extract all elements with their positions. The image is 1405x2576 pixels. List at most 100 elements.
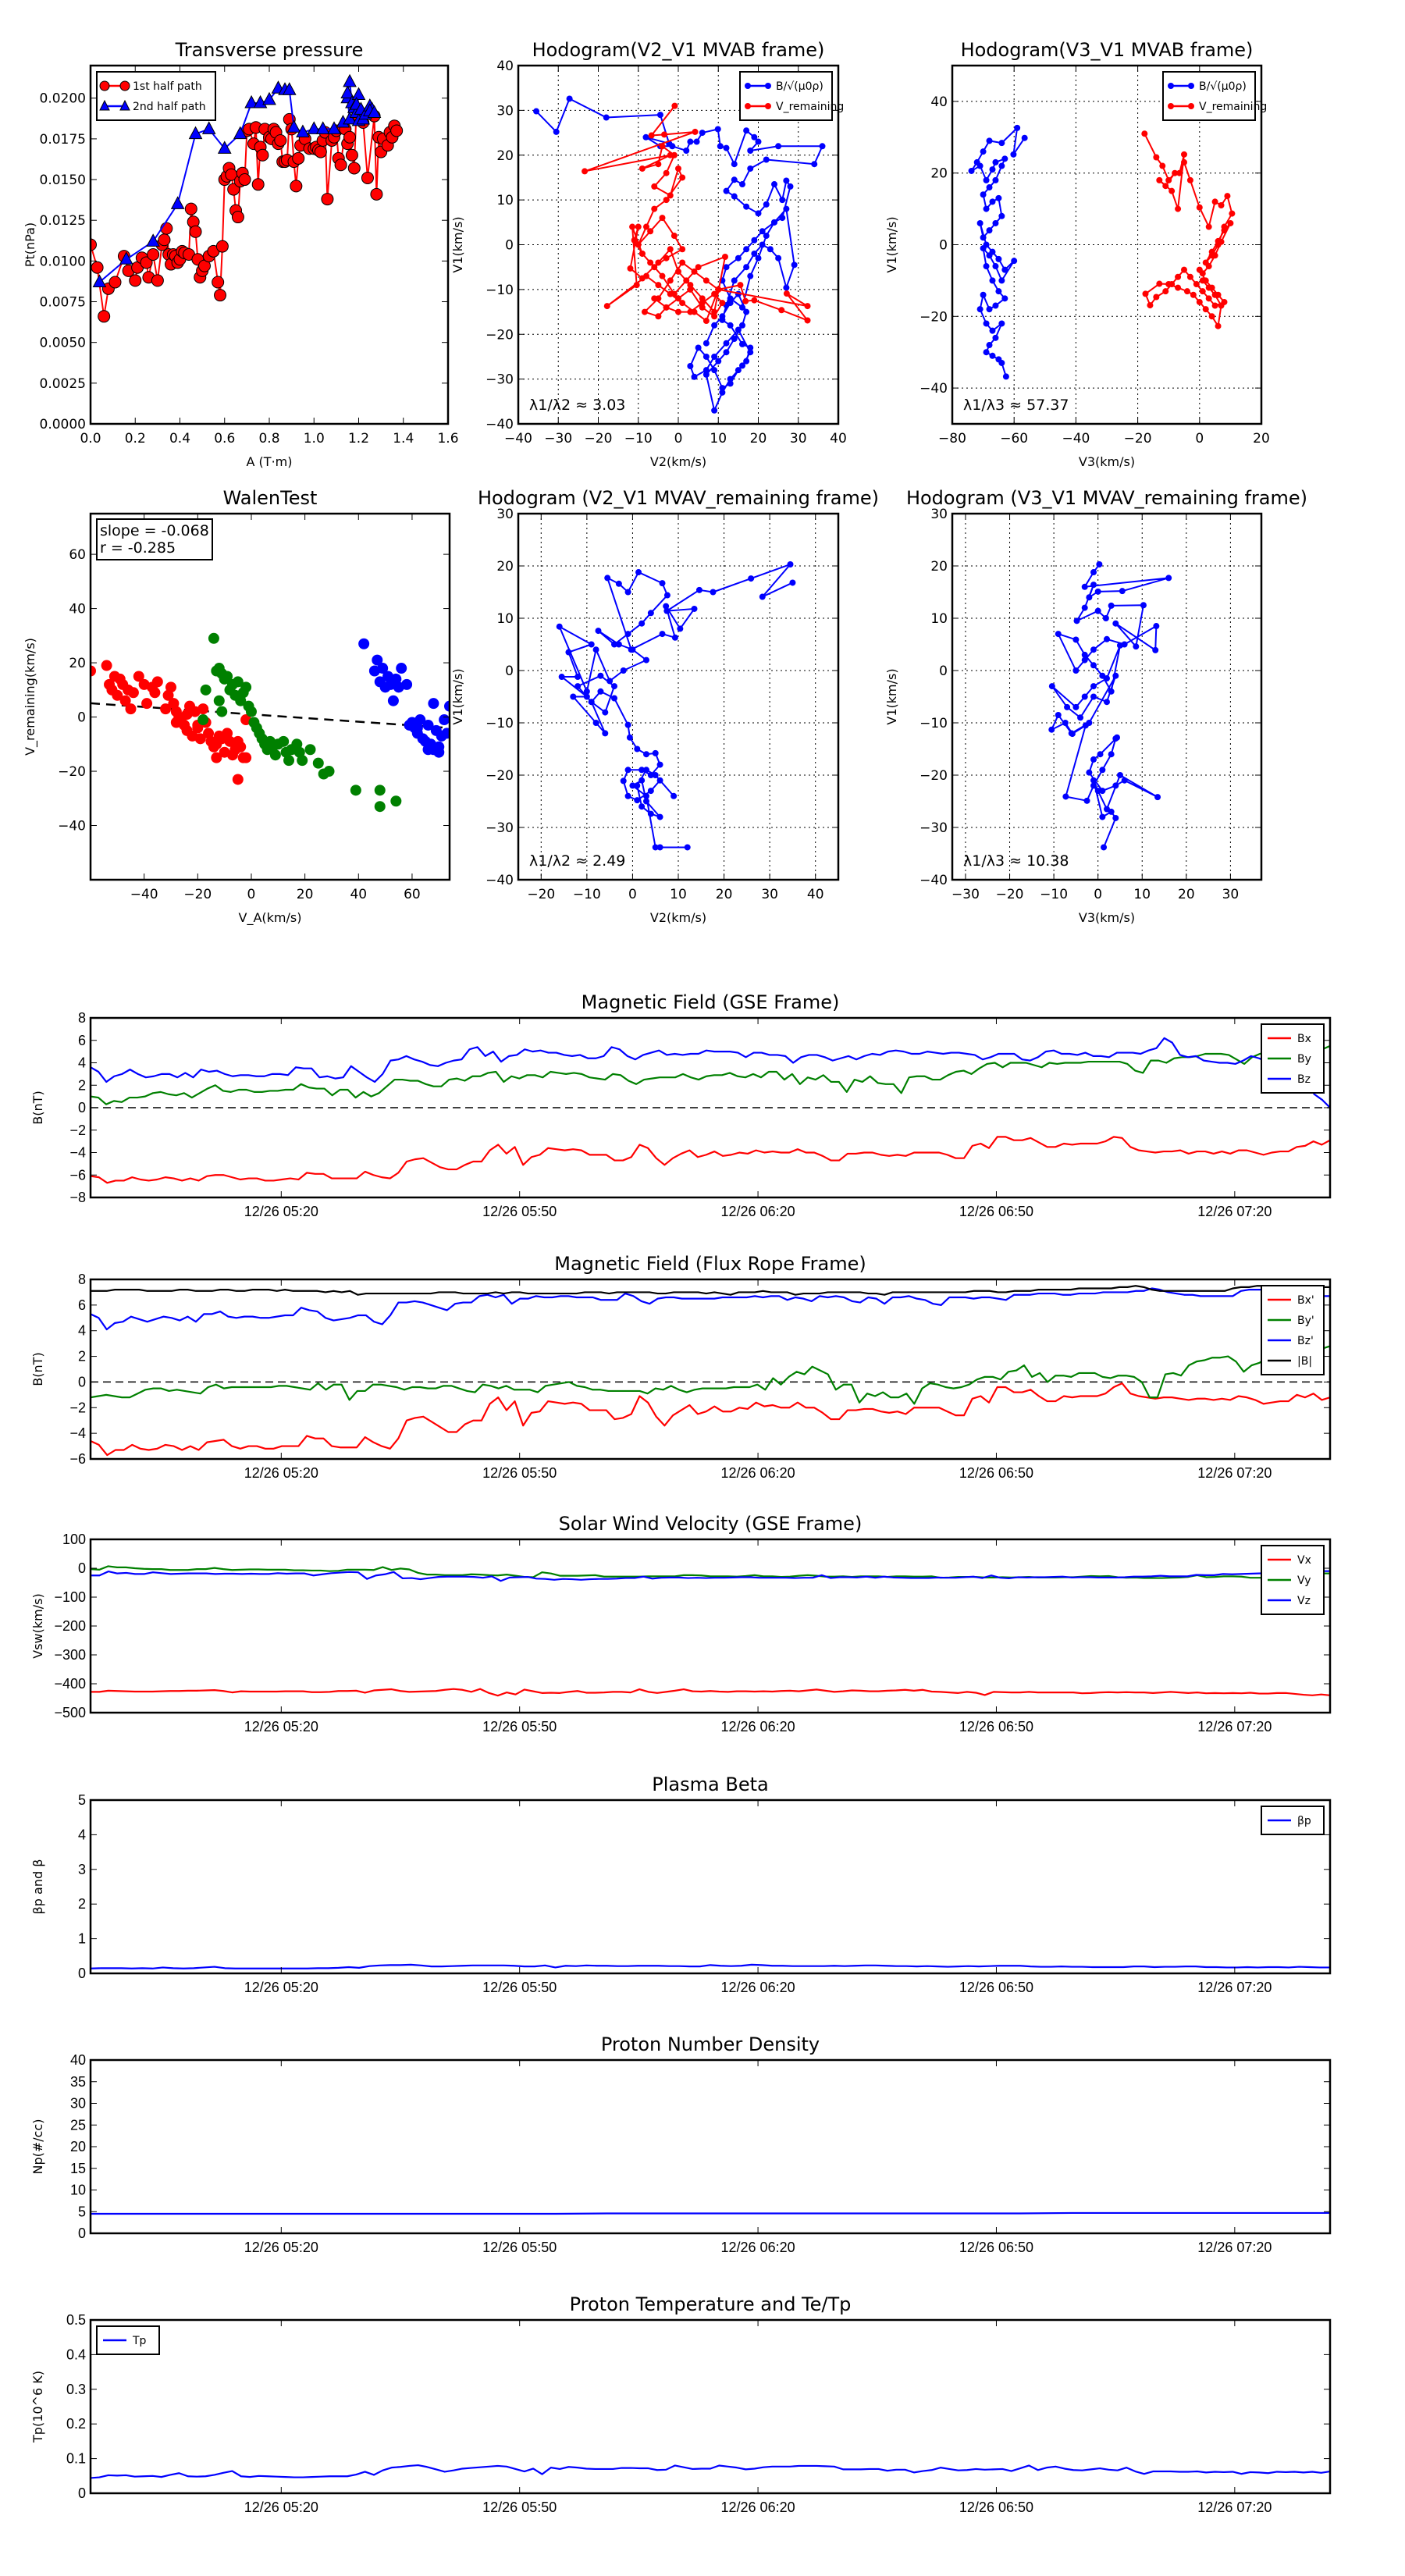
data-point [1081, 693, 1088, 700]
data-point [663, 607, 670, 614]
axes-frame [89, 2318, 1332, 2495]
data-point-circle [215, 240, 229, 253]
data-point [647, 810, 654, 817]
data-point [702, 367, 710, 374]
x-tick-label: 12/26 05:50 [482, 1204, 557, 1219]
data-point-circle [184, 202, 197, 215]
data-point [723, 187, 730, 194]
x-tick-label: −40 [504, 431, 532, 447]
legend-label: βp [1297, 1815, 1311, 1827]
x-tick-label: −10 [1040, 887, 1068, 902]
data-point [1001, 155, 1008, 162]
scatter-point [422, 744, 434, 756]
data-point [624, 589, 631, 596]
data-point [989, 277, 996, 284]
data-point [727, 300, 734, 307]
data-point [655, 161, 662, 168]
data-point [983, 205, 990, 212]
legend: Bx' By' Bz' |B| [1261, 1285, 1325, 1375]
y-tick-label: −30 [919, 820, 948, 836]
data-point [643, 767, 649, 774]
x-tick-label: −80 [938, 431, 966, 447]
scatter-point [235, 741, 247, 753]
data-point [661, 131, 668, 138]
data-point [638, 803, 646, 810]
data-point [1090, 646, 1097, 653]
data-point [1083, 797, 1090, 804]
legend-marker [1188, 83, 1194, 89]
data-point-triangle [286, 119, 301, 133]
data-point [986, 137, 993, 144]
data-point-circle [347, 162, 361, 175]
data-point [992, 176, 999, 183]
y-tick-label: 0 [78, 1966, 86, 1981]
data-point-circle [345, 148, 358, 162]
data-point [669, 143, 676, 150]
data-point [687, 282, 694, 289]
data-point [751, 133, 758, 141]
data-point [638, 777, 646, 784]
data-point [597, 672, 604, 679]
y-tick-label: 20 [496, 559, 514, 575]
data-point [998, 212, 1005, 219]
data-group [91, 2211, 1330, 2215]
axes-frame [89, 1799, 1332, 1975]
data-point [1112, 782, 1119, 789]
data-point [566, 95, 573, 102]
data-point [675, 295, 681, 302]
data-point [719, 300, 726, 307]
data-point [1181, 151, 1187, 158]
data-point [627, 265, 634, 272]
scatter-point [350, 785, 361, 796]
data-point [574, 674, 582, 681]
y-tick-label: 0.3 [66, 2382, 86, 2397]
y-tick-label: 0.1 [66, 2451, 86, 2467]
data-point [1108, 751, 1115, 758]
x-tick-label: 20 [1253, 431, 1270, 447]
data-point [592, 720, 599, 726]
data-point [643, 272, 649, 279]
y-tick-label: 35 [70, 2074, 86, 2090]
x-tick-label: 12/26 05:50 [482, 1719, 557, 1735]
data-point [983, 349, 990, 356]
y-tick-label: 0 [505, 238, 514, 254]
data-point [980, 245, 987, 252]
data-point-circle [274, 133, 287, 147]
y-axis-label: V1(km/s) [884, 216, 899, 272]
y-tick-label: 25 [70, 2117, 86, 2133]
data-point [995, 255, 1002, 262]
data-point-circle [147, 248, 160, 262]
x-tick-label: −30 [951, 887, 980, 902]
data-point [692, 128, 699, 135]
y-axis-label: βp and β [30, 1859, 45, 1915]
data-point [1153, 154, 1160, 161]
x-tick-label: −20 [585, 431, 613, 447]
legend-label: Bx' [1297, 1294, 1314, 1307]
data-point [804, 303, 811, 310]
data-point [1199, 277, 1206, 284]
legend: B/√(μ0ρ) V_remaining [739, 71, 844, 121]
series-line-bz [91, 1287, 1330, 1331]
data-point [691, 373, 698, 380]
data-point [775, 254, 782, 262]
data-point [631, 237, 638, 244]
data-point [553, 128, 560, 135]
y-tick-label: −40 [58, 819, 86, 834]
data-point [691, 605, 698, 612]
data-point-circle [227, 183, 240, 196]
chart-hodogram_v3v1_mvab: Hodogram(V3_V1 MVAB frame) −80 −60 −40 −20 0 2… [884, 39, 1270, 469]
data-point [1090, 777, 1097, 784]
x-tick-label: 0 [1094, 887, 1102, 902]
data-point [998, 140, 1005, 147]
x-tick-label: 12/26 06:20 [721, 2240, 795, 2255]
data-point [647, 228, 654, 235]
x-tick-label: 1.2 [348, 431, 369, 447]
data-point [651, 264, 658, 271]
data-point [1165, 176, 1172, 183]
scatter-point [232, 676, 244, 688]
scatter-point [119, 695, 131, 706]
data-point [687, 138, 694, 145]
data-point [624, 767, 631, 774]
data-point [1140, 602, 1147, 609]
data-point [1081, 651, 1088, 658]
